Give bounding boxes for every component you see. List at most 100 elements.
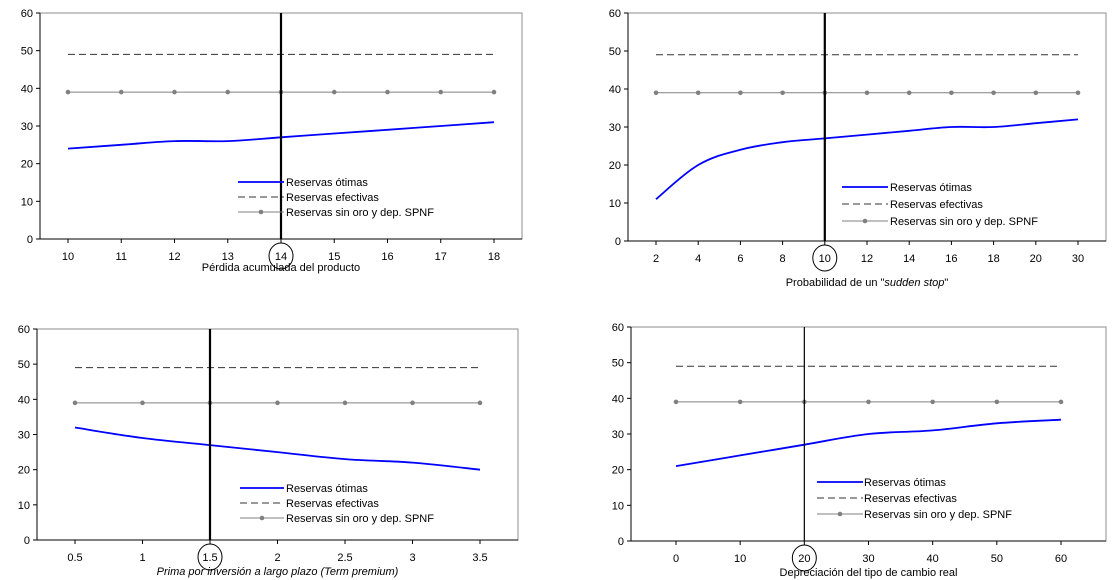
legend-marker [259,515,265,521]
y-tick-label: 60 [18,324,30,336]
legend-label: Reservas efectivas [286,498,379,510]
x-tick-label: 0 [673,553,679,565]
y-tick-label: 20 [21,159,33,171]
x-tick-label: 13 [222,251,234,263]
circled-tick-marker [268,242,294,270]
series-point [906,90,912,96]
legend-label: Reservas sin oro y dep. SPNF [286,513,434,525]
series-point [172,89,177,95]
legend-label: Reservas ótimas [864,477,946,489]
legend-label: Reservas ótimas [890,182,972,194]
x-tick-label: 14 [275,251,287,263]
series-point [780,90,785,96]
x-tick-label: 8 [780,253,786,265]
legend: Reservas ótimas Reservas efectivas Reserva… [238,177,434,219]
chart-3: 0 10 20 30 40 50 60 0.5 1 1.5 2 2.5 3 3.5 Reservas óti… [18,324,519,578]
series-point [994,399,1000,405]
y-tick-label: 60 [612,322,624,334]
x-tick-label: 6 [737,253,743,265]
x-tick-label: 10 [62,251,74,263]
legend: Reservas ótimas Reservas efectivas Reserva… [240,483,434,525]
y-tick-label: 40 [609,84,621,96]
x-axis-label-part: " [944,277,948,289]
x-tick-label: 50 [991,553,1003,565]
y-tick-label: 60 [609,8,621,20]
legend-label: Reservas efectivas [864,493,957,505]
series-point [1058,399,1064,405]
plot-frame [627,12,1107,242]
series-point [866,399,871,405]
y-tick-label: 50 [612,358,624,370]
chart-2: 0 10 20 30 40 50 60 2 4 6 8 10 12 14 16 18 20 30 Reservas … [609,8,1107,289]
x-tick-label: 1 [139,552,145,564]
y-tick-label: 30 [609,122,621,134]
y-tick-label: 40 [612,393,624,405]
x-tick-label: 20 [798,553,810,565]
x-tick-label: 16 [381,251,393,263]
y-tick-label: 0 [27,234,33,246]
legend-label: Reservas efectivas [890,199,983,211]
y-tick-label: 40 [18,394,30,406]
x-tick-label: 15 [328,251,340,263]
series-point [738,90,743,96]
x-tick-label: 18 [488,251,500,263]
x-tick-label: 30 [862,553,874,565]
x-tick-label: 10 [734,553,746,565]
y-tick-label: 10 [18,500,30,512]
legend-label: Reservas sin oro y dep. SPNF [864,509,1012,521]
y-tick-label: 20 [612,465,624,477]
x-tick-label: 12 [168,251,180,263]
x-tick-label: 3.5 [472,552,487,564]
x-tick-label: 18 [987,253,999,265]
series-point [1075,90,1081,96]
x-tick-label: 12 [861,253,873,265]
legend: Reservas ótimas Reservas efectivas Reserva… [842,182,1038,228]
series-point [695,90,701,96]
legend-label: Reservas ótimas [286,483,368,495]
x-tick-label: 20 [1030,253,1042,265]
series-point [949,90,954,96]
x-tick-label: 4 [695,253,701,265]
y-tick-label: 0 [618,536,624,548]
y-tick-label: 50 [609,46,621,58]
legend-marker [837,511,843,517]
x-tick-label: 60 [1055,553,1067,565]
circled-tick-marker [812,244,838,272]
x-axis-label: Probabilidad de un "sudden stop" [786,277,949,289]
series-point [72,400,78,406]
series-point [65,89,71,95]
x-tick-label: 2 [653,253,659,265]
y-tick-label: 30 [21,121,33,133]
legend: Reservas ótimas Reservas efectivas Reserva… [817,477,1012,521]
legend-label: Reservas sin oro y dep. SPNF [890,216,1038,228]
series-point [737,399,743,405]
circled-tick-marker [197,543,223,571]
series-point [864,90,870,96]
y-tick-label: 10 [612,500,624,512]
series-point [385,89,390,95]
y-tick-label: 30 [612,429,624,441]
legend-label: Reservas ótimas [286,177,368,189]
series-point [140,400,145,406]
y-tick-label: 10 [609,198,621,210]
legend-label: Reservas efectivas [286,192,379,204]
circled-tick-marker [791,544,817,572]
series-point [653,90,659,96]
legend-marker [862,218,868,224]
y-tick-label: 40 [21,83,33,95]
x-tick-label: 2 [274,552,280,564]
series-line-reservas-otimas [74,426,481,471]
series-point [673,399,679,405]
y-tick-label: 60 [21,8,33,20]
x-axis-label: Prima por inversión a largo plazo (Term … [157,566,399,578]
y-tick-label: 0 [24,535,30,547]
series-point [275,400,280,406]
x-tick-label: 2.5 [337,552,352,564]
x-tick-label: 3 [409,552,415,564]
x-tick-label: 17 [435,251,447,263]
series-point [930,399,935,405]
x-tick-label: 14 [903,253,915,265]
series-point [118,89,124,95]
chart-1: 0 10 20 30 40 50 60 10 11 12 13 14 15 16 17 18 Reservas … [21,8,523,274]
x-tick-label: 11 [116,251,127,263]
